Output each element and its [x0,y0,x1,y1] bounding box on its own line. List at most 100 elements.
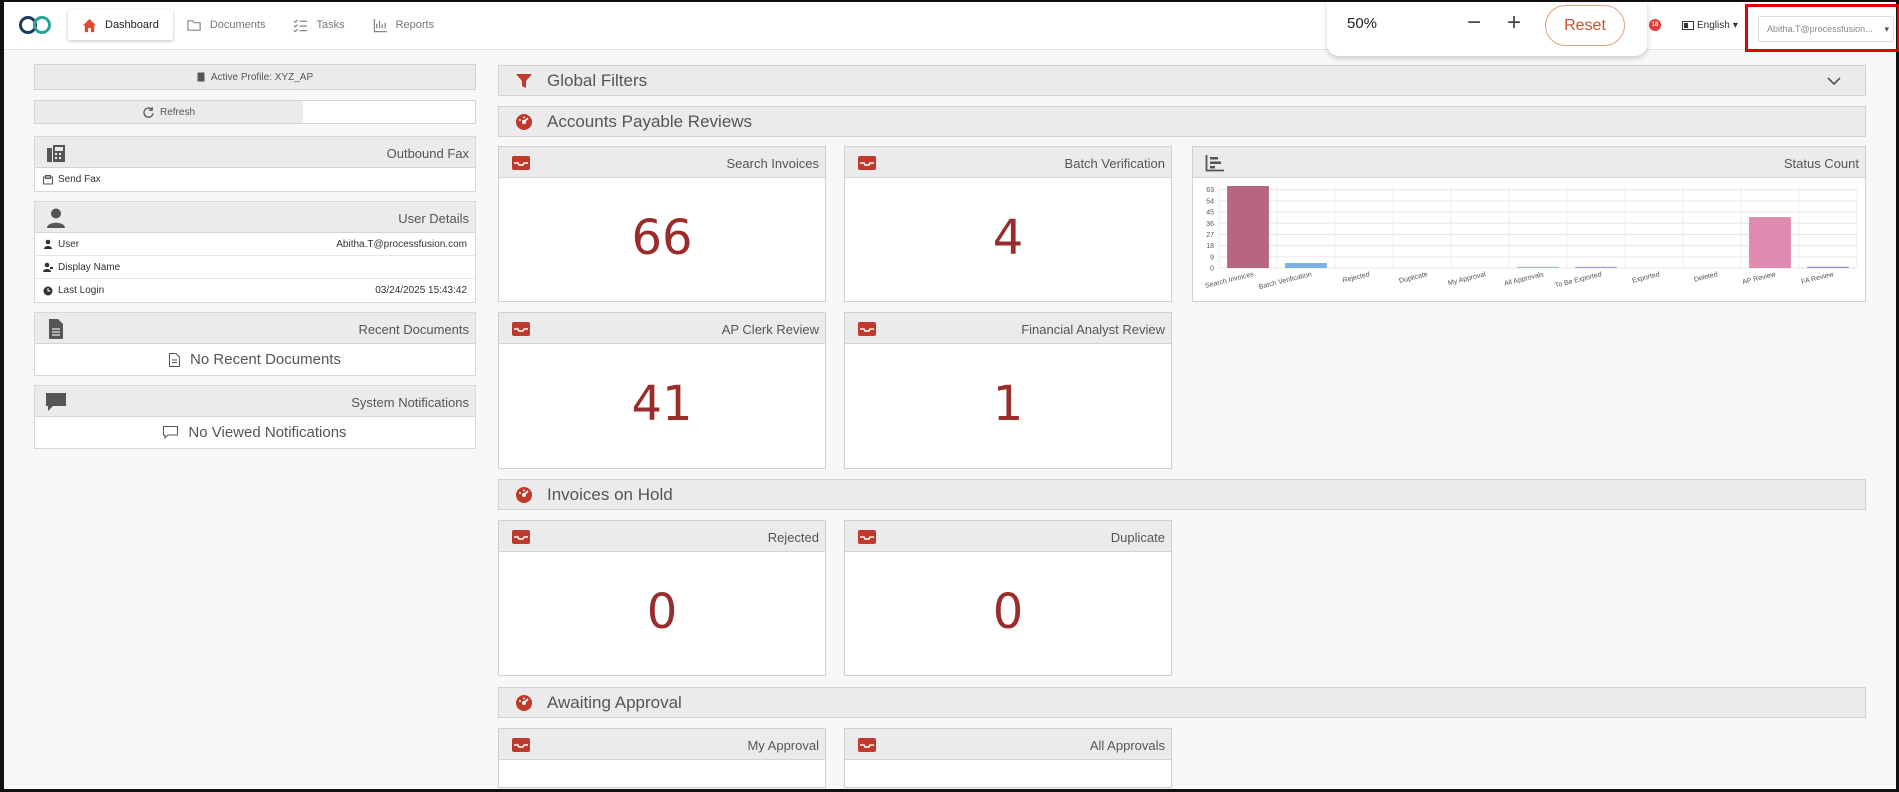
comment-icon [46,393,66,411]
file-outline-icon [169,352,181,367]
refresh-bar: Refresh [34,100,476,124]
inbox-icon [858,738,876,752]
card-count: 66 [631,210,693,266]
chevron-down-icon[interactable] [1825,72,1843,90]
user-icon [47,208,65,228]
x-tick-label: Rejected [1342,271,1371,285]
app-logo-icon[interactable] [18,14,52,36]
status-count-chart: 0 9 18 27 36 45 54 63 Search Invoices Batch Verif… [1204,186,1858,291]
last-login-value: 03/24/2025 15:43:42 [375,285,467,296]
recent-documents-panel: Recent Documents No Recent Documents [34,312,476,376]
bar [1807,266,1849,268]
global-filters-title: Global Filters [547,70,648,90]
x-tick-label: Deleted [1693,271,1718,284]
card-header: Duplicate [845,521,1171,552]
card-title: My Approval [747,738,819,753]
y-tick-label: 18 [1206,243,1214,250]
inbox-icon [858,530,876,544]
card-title: Status Count [1783,156,1859,171]
system-notifications-panel: System Notifications No Viewed Notificat… [34,385,476,449]
y-tick-label: 27 [1206,232,1214,239]
recent-documents-empty-label: No Recent Documents [190,351,341,368]
user-details-title: User Details [398,211,469,226]
x-tick-label: AP Review [1742,271,1778,286]
all-approvals-card[interactable]: All Approvals [844,728,1172,788]
zoom-reset-button[interactable]: Reset [1545,5,1625,46]
my-approval-card[interactable]: My Approval [498,728,826,788]
user-row-label: User [58,238,80,250]
x-tick-label: All Approvals [1504,271,1545,288]
notification-badge[interactable]: 18 [1649,19,1661,31]
dashboard-gauge-icon [516,113,532,130]
card-count: 41 [631,376,693,432]
financial-analyst-review-card[interactable]: Financial Analyst Review 1 [844,312,1172,469]
inbox-icon [858,322,876,336]
invoices-on-hold-section: Invoices on Hold [498,479,1866,510]
file-icon [49,319,63,339]
nav-reports[interactable]: Reports [359,10,449,40]
ap-clerk-review-card[interactable]: AP Clerk Review 41 [498,312,826,469]
system-notifications-empty-label: No Viewed Notifications [188,424,347,441]
zoom-out-button[interactable]: − [1466,9,1481,36]
card-title: Rejected [767,530,819,545]
awaiting-approval-title: Awaiting Approval [547,692,682,712]
outbound-fax-title: Outbound Fax [386,146,469,161]
global-filters-section[interactable]: Global Filters [498,65,1866,96]
nav-tasks-label: Tasks [316,19,345,31]
system-notifications-title: System Notifications [351,395,469,410]
user-row: User Abitha.T@processfusion.com [35,233,475,256]
reports-icon [373,18,387,32]
outbound-fax-header: Outbound Fax [35,137,475,168]
y-tick-label: 54 [1206,198,1214,205]
zoom-popup: 50% − + Reset [1327,2,1647,56]
document-icon [197,72,205,82]
dashboard-gauge-icon [516,694,532,711]
fax-small-icon [43,174,53,184]
top-bar: Dashboard Documents Tasks Reports 50% − … [4,2,1899,56]
display-name-row: Display Name [35,256,475,279]
send-fax-link[interactable]: Send Fax [35,168,475,191]
user-row-value: Abitha.T@processfusion.com [336,238,467,250]
card-title: Batch Verification [1064,156,1165,171]
chevron-down-icon: ▾ [1732,20,1738,31]
nav-dashboard[interactable]: Dashboard [68,10,173,40]
card-title: All Approvals [1089,738,1165,753]
comment-outline-icon [163,426,179,439]
nav-dashboard-label: Dashboard [105,19,159,31]
recent-documents-header: Recent Documents [35,313,475,344]
clock-icon [43,286,53,295]
card-header: My Approval [499,729,825,760]
zoom-in-button[interactable]: + [1506,9,1521,36]
refresh-icon [143,106,154,118]
card-header: All Approvals [845,729,1171,760]
folder-icon [187,19,201,31]
outbound-fax-panel: Outbound Fax Send Fax [34,136,476,192]
language-selector[interactable]: English ▾ [1682,20,1738,31]
card-header: AP Clerk Review [499,313,825,344]
batch-verification-card[interactable]: Batch Verification 4 [844,146,1172,302]
bar-chart-icon [1205,155,1224,172]
duplicate-card[interactable]: Duplicate 0 [844,520,1172,676]
y-tick-label: 0 [1210,266,1214,273]
recent-documents-empty: No Recent Documents [35,344,475,375]
invoices-on-hold-title: Invoices on Hold [547,484,673,504]
nav-tasks[interactable]: Tasks [279,10,358,40]
nav-documents[interactable]: Documents [173,10,280,40]
card-count: 1 [992,376,1024,432]
nav-reports-label: Reports [395,19,435,31]
card-title: Search Invoices [726,156,820,171]
card-header: Rejected [499,521,825,552]
search-invoices-card[interactable]: Search Invoices 66 [498,146,826,302]
home-icon [82,18,97,32]
refresh-button[interactable]: Refresh [35,101,303,123]
language-icon [1682,21,1694,30]
x-tick-label: Batch Verification [1258,271,1312,291]
dashboard-gauge-icon [516,486,532,503]
ap-reviews-title: Accounts Payable Reviews [547,111,753,131]
active-profile-bar[interactable]: Active Profile: XYZ_AP [34,64,476,90]
left-column: Active Profile: XYZ_AP Refresh Outbound … [34,64,476,458]
inbox-icon [512,530,530,544]
bar [1227,186,1269,268]
user-menu-dropdown[interactable]: Abitha.T@processfusion... [1758,16,1894,42]
rejected-card[interactable]: Rejected 0 [498,520,826,676]
